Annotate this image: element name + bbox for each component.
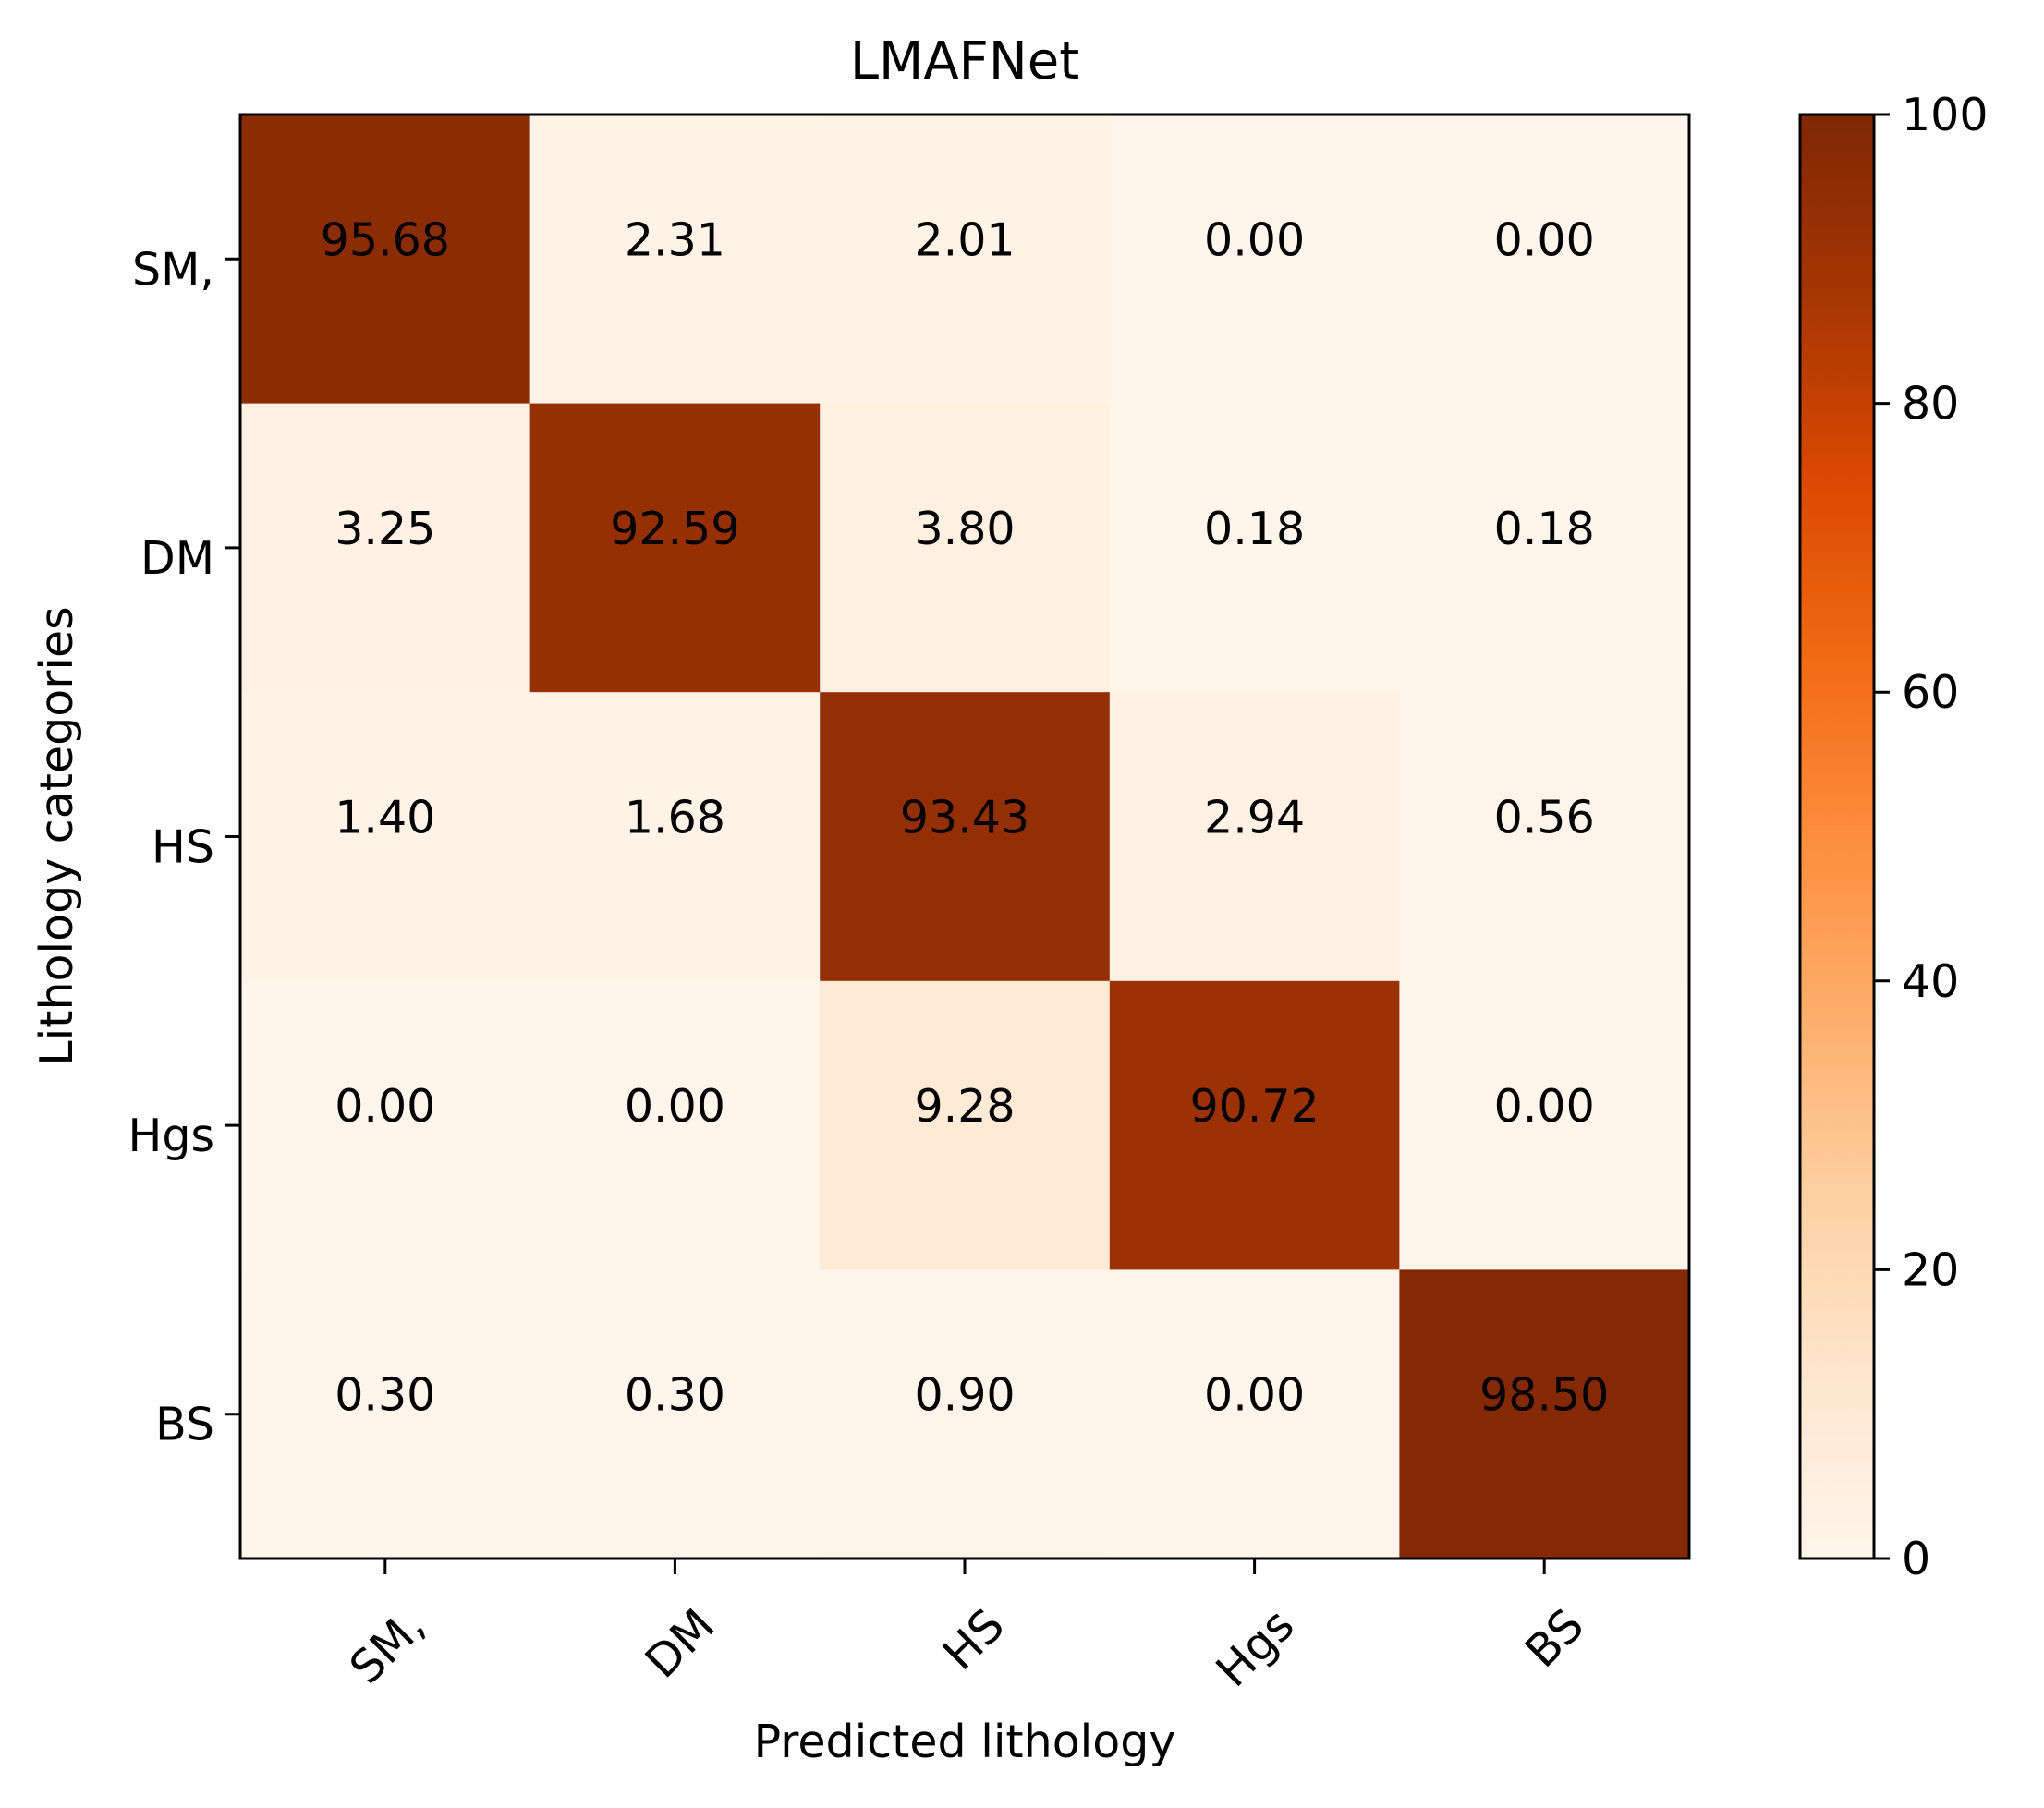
colorbar-tick-label: 0 [1902,1533,1930,1585]
heatmap-cell [1399,692,1690,982]
cell-value-label: 0.56 [1494,792,1595,844]
x-tick-label: SM, [340,1599,435,1694]
heatmap-cell [1399,1269,1690,1559]
heatmap-cell [529,403,821,693]
x-tick-label: HS [933,1599,1015,1681]
heatmap-cell [820,980,1111,1270]
heatmap-cell [820,403,1111,693]
cell-value-label: 0.30 [335,1369,435,1422]
cell-value-label: 2.31 [625,213,725,266]
y-axis-label: Lithology categories [30,606,83,1065]
heatmap-cell [1109,1269,1400,1559]
heatmap-cell [240,980,531,1270]
cell-value-label: 0.90 [914,1369,1015,1422]
y-tick-label: DM [140,532,214,585]
cell-value-label: 2.01 [914,213,1015,266]
heatmap-cell [820,1269,1111,1559]
heatmap-cell [1109,980,1400,1270]
x-axis-label: Predicted lithology [754,1716,1176,1768]
heatmap-cell [240,403,531,693]
heatmap-cell [1399,403,1690,693]
cell-value-label: 98.50 [1479,1369,1609,1422]
cell-value-label: 93.43 [900,792,1029,844]
cell-value-labels: 95.68 2.31 2.01 0.00 0.00 3.25 92.59 3.80 0.18 0.… [321,213,1610,1421]
cell-value-label: 92.59 [610,503,739,555]
heatmap-cell [240,692,531,982]
cell-value-label: 0.00 [625,1080,725,1133]
colorbar-tick-label: 40 [1902,955,1959,1008]
cell-value-label: 3.80 [914,503,1015,555]
cell-value-label: 0.18 [1204,503,1305,555]
y-tick-label: BS [155,1399,214,1451]
heatmap-cell [1109,692,1400,982]
cell-value-label: 2.94 [1204,792,1305,844]
x-axis-ticks: SM, DM HS Hgs BS [340,1559,1594,1697]
cell-value-label: 0.00 [335,1080,435,1133]
colorbar-tick-label: 20 [1902,1244,1959,1296]
heatmap-cell [529,115,821,405]
heatmap-cell [240,115,531,405]
colorbar-tick-label: 100 [1902,89,1989,141]
colorbar [1798,113,1876,1560]
heatmap-cell [1109,403,1400,693]
cell-value-label: 1.40 [335,792,435,844]
heatmap-cell [529,980,821,1270]
heatmap-cells [240,115,1690,1559]
cell-value-label: 0.18 [1494,503,1595,555]
cell-value-label: 3.25 [335,503,435,555]
chart-title: LMAFNet [850,31,1079,91]
cell-value-label: 0.30 [625,1369,725,1422]
colorbar-tick-label: 60 [1902,666,1959,719]
cell-value-label: 0.00 [1204,1369,1305,1422]
cell-value-label: 0.00 [1494,213,1595,266]
heatmap-cell [1109,115,1400,405]
x-tick-label: BS [1515,1599,1594,1678]
heatmap-cell [1399,980,1690,1270]
colorbar-tick-label: 80 [1902,378,1959,431]
y-tick-label: SM, [132,243,214,296]
y-tick-label: HS [152,821,214,874]
x-tick-label: Hgs [1206,1599,1304,1697]
heatmap-cell [240,1269,531,1559]
heatmap-cell [529,1269,821,1559]
cell-value-label: 0.00 [1494,1080,1595,1133]
cell-value-label: 9.28 [914,1080,1015,1133]
cell-value-label: 0.00 [1204,213,1305,266]
cell-value-label: 90.72 [1189,1080,1319,1133]
heatmap-cell [820,115,1111,405]
cell-value-label: 95.68 [321,213,450,266]
x-tick-label: DM [635,1599,724,1689]
cell-value-label: 1.68 [625,792,725,844]
y-axis-ticks: SM, DM HS Hgs BS [128,243,240,1451]
y-tick-label: Hgs [128,1110,214,1162]
colorbar-ticks: 0 20 40 60 80 100 [1874,89,1989,1585]
heatmap-cell [529,692,821,982]
heatmap-cell [820,692,1111,982]
heatmap-cell [1399,115,1690,405]
